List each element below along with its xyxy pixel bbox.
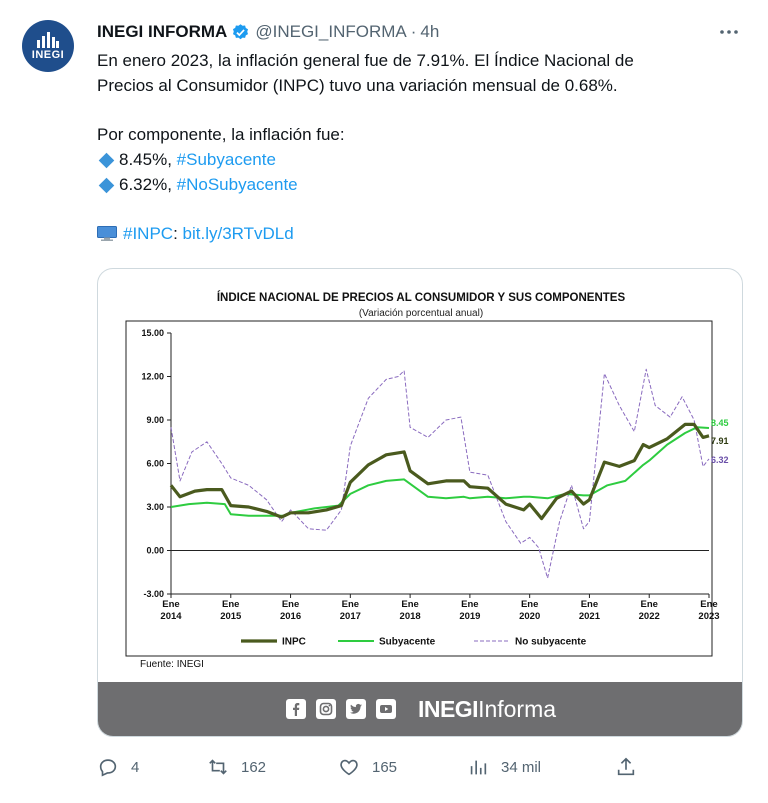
legend-label-inpc: INPC <box>282 637 306 648</box>
hashtag-inpc[interactable]: #INPC <box>123 224 174 243</box>
x-tick-label-month: Ene <box>342 599 359 610</box>
text-line-2: Precios al Consumidor (INPC) tuvo una va… <box>97 76 618 95</box>
hashtag-nosubyacente[interactable]: #NoSubyacente <box>176 175 298 194</box>
text-line-3: Por componente, la inflación fue: <box>97 125 345 144</box>
x-tick-label-month: Ene <box>282 599 299 610</box>
end-label-subyacente: 8.45 <box>711 418 729 428</box>
separator-dot: · <box>410 22 417 41</box>
y-tick-label: 15.00 <box>141 328 164 338</box>
twitter-icon <box>345 699 366 719</box>
inegi-logo-icon <box>37 31 59 48</box>
x-tick-label-year: 2017 <box>340 611 361 622</box>
more-options-icon[interactable] <box>717 24 741 40</box>
legend-label-subyacente: Subyacente <box>379 637 436 648</box>
component-item-1: 8.45%, #Subyacente <box>97 147 747 172</box>
x-tick-label-year: 2018 <box>400 611 421 622</box>
share-icon <box>617 757 635 776</box>
y-tick-label: -3.00 <box>143 589 164 599</box>
facebook-icon <box>285 699 306 719</box>
chart-frame <box>125 320 713 657</box>
item-2-value: 6.32%, <box>119 175 177 194</box>
reply-button[interactable]: 4 <box>97 754 139 780</box>
series-line-subyacente <box>170 426 710 517</box>
desktop-computer-icon <box>97 226 117 241</box>
x-tick-label-year: 2020 <box>519 611 540 622</box>
series-line-inpc <box>169 422 710 521</box>
chart-title: ÍNDICE NACIONAL DE PRECIOS AL CONSUMIDOR… <box>217 291 626 304</box>
share-button[interactable] <box>615 754 649 780</box>
handle[interactable]: @INEGI_INFORMA <box>255 22 407 41</box>
x-tick-label-year: 2022 <box>639 611 660 622</box>
x-tick-label-year: 2016 <box>280 611 301 622</box>
display-name[interactable]: INEGI INFORMA <box>97 22 228 41</box>
x-tick-label-month: Ene <box>521 599 538 610</box>
heart-icon <box>340 759 358 776</box>
end-label-inpc: 7.91 <box>711 436 729 446</box>
text-line-1: En enero 2023, la inflación general fue … <box>97 51 634 70</box>
item-1-value: 8.45%, <box>119 150 177 169</box>
verified-badge-icon <box>233 23 249 39</box>
link-line: #INPC: bit.ly/3RTvDLd <box>97 221 747 246</box>
end-label-no-subyacente: 6.32 <box>711 455 729 465</box>
like-count: 165 <box>372 758 398 776</box>
tweet-text: En enero 2023, la inflación general fue … <box>97 48 747 246</box>
avatar[interactable]: INEGI <box>22 20 74 72</box>
media-card[interactable]: ÍNDICE NACIONAL DE PRECIOS AL CONSUMIDOR… <box>97 268 743 737</box>
y-tick-label: 9.00 <box>146 415 164 425</box>
card-footer-banner: INEGIInforma <box>98 682 742 736</box>
inegi-informa-logo: INEGIInforma <box>417 695 557 722</box>
retweet-button[interactable]: 162 <box>207 754 266 780</box>
blue-diamond-icon <box>98 177 115 193</box>
blue-diamond-icon <box>98 152 115 168</box>
avatar-label: INEGI <box>31 48 65 61</box>
timestamp[interactable]: 4h <box>420 22 440 41</box>
short-link[interactable]: bit.ly/3RTvDLd <box>182 224 294 243</box>
reply-icon <box>99 759 117 777</box>
x-tick-label-month: Ene <box>222 599 239 610</box>
y-tick-label: 12.00 <box>141 372 164 382</box>
series-line-no-subyacente <box>170 368 710 579</box>
views-count: 34 mil <box>501 758 542 776</box>
chart-subtitle: (Variación porcentual anual) <box>359 308 483 319</box>
x-tick-label-month: Ene <box>461 599 478 610</box>
y-tick-label: 3.00 <box>146 502 164 512</box>
x-tick-label-year: 2023 <box>698 611 719 622</box>
like-button[interactable]: 165 <box>338 754 397 780</box>
x-tick-label-month: Ene <box>581 599 598 610</box>
tweet-header: INEGI INFORMA @INEGI_INFORMA · 4h <box>97 21 439 43</box>
instagram-icon <box>315 699 336 719</box>
x-tick-label-month: Ene <box>162 599 179 610</box>
x-tick-label-month: Ene <box>401 599 418 610</box>
retweet-count: 162 <box>241 758 267 776</box>
x-tick-label-month: Ene <box>641 599 658 610</box>
retweet-icon <box>209 759 227 775</box>
component-item-2: 6.32%, #NoSubyacente <box>97 172 747 197</box>
x-tick-label-year: 2014 <box>160 611 182 622</box>
y-tick-label: 0.00 <box>146 546 164 556</box>
inflation-chart: ÍNDICE NACIONAL DE PRECIOS AL CONSUMIDOR… <box>125 291 729 670</box>
reply-count: 4 <box>131 758 140 776</box>
views-chart-icon <box>470 760 487 775</box>
youtube-icon <box>375 699 396 719</box>
x-tick-label-month: Ene <box>700 599 717 610</box>
x-tick-label-year: 2019 <box>459 611 480 622</box>
x-tick-label-year: 2015 <box>220 611 242 622</box>
chart-source: Fuente: INEGI <box>140 659 204 670</box>
link-separator: : <box>173 224 183 243</box>
legend-label-no-subyacente: No subyacente <box>515 637 587 648</box>
x-tick-label-year: 2021 <box>579 611 601 622</box>
tweet-actions: 4 162 165 34 mil <box>97 754 657 780</box>
hashtag-subyacente[interactable]: #Subyacente <box>176 150 276 169</box>
y-tick-label: 6.00 <box>146 459 164 469</box>
views-button[interactable]: 34 mil <box>467 754 541 780</box>
